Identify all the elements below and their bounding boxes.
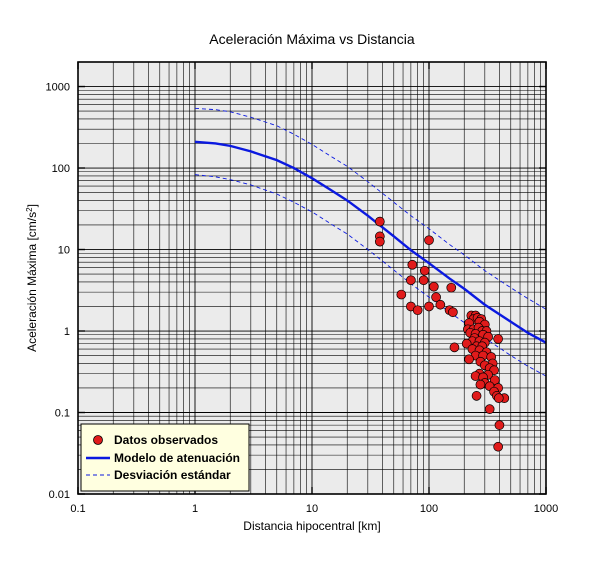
observed-data-point: [475, 379, 486, 390]
legend-label-deviation: Desviación estándar: [114, 468, 231, 482]
observed-data-point: [407, 259, 418, 270]
x-tick-label: 10: [306, 503, 318, 515]
observed-data-point: [448, 307, 458, 318]
deviation-line: [194, 107, 547, 310]
model-line: [194, 140, 547, 344]
y-axis-label-superscript: 2: [25, 207, 34, 212]
x-tick-label: 1000: [534, 503, 558, 515]
observed-data-point: [471, 391, 482, 401]
y-tick-label: 0.1: [55, 408, 70, 420]
observed-data-point: [374, 236, 385, 247]
observed-data-point: [419, 265, 430, 276]
observed-data-point: [484, 404, 495, 414]
observed-data-point: [431, 292, 441, 303]
y-tick-label: 100: [52, 163, 70, 175]
chart-title: Aceleración Máxima vs Distancia: [209, 31, 415, 47]
legend-marker-observed: [93, 435, 103, 445]
y-tick-label: 0.01: [49, 489, 70, 501]
observed-data-point: [406, 275, 416, 286]
observed-data-point: [418, 275, 429, 286]
y-axis-label: Aceleración Máxima [cm/s2]: [25, 204, 39, 352]
x-tick-label: 0.1: [70, 503, 85, 515]
observed-data-point: [493, 334, 503, 344]
observed-data-point: [435, 299, 446, 310]
y-axis-label-end: ]: [25, 204, 39, 207]
grid-lines: [78, 62, 546, 494]
observed-data-point: [374, 216, 385, 227]
observed-data-point: [412, 305, 423, 316]
observed-data-point: [424, 301, 434, 312]
observed-data-point: [494, 420, 505, 430]
observed-data-point: [493, 393, 504, 404]
observed-data-point: [464, 354, 474, 365]
observed-data-point: [396, 289, 407, 300]
observed-data-point: [428, 281, 439, 292]
legend: Datos observados Modelo de atenuación De…: [80, 423, 250, 492]
x-tick-label: 100: [420, 503, 438, 515]
x-tick-label: 1: [192, 503, 198, 515]
observed-data-point: [449, 342, 460, 353]
legend-label-observed: Datos observados: [114, 433, 218, 447]
legend-label-model: Modelo de atenuación: [114, 451, 240, 465]
y-tick-label: 1000: [46, 82, 70, 94]
series-layer: [194, 107, 547, 452]
x-axis-label: Distancia hipocentral [km]: [243, 519, 380, 533]
observed-data-point: [424, 235, 434, 246]
y-tick-label: 10: [58, 245, 70, 257]
y-tick-label: 1: [64, 326, 70, 338]
observed-data-point: [493, 441, 503, 452]
observed-data-point: [446, 282, 457, 293]
y-axis-label-main: Aceleración Máxima [cm/s: [25, 212, 39, 352]
